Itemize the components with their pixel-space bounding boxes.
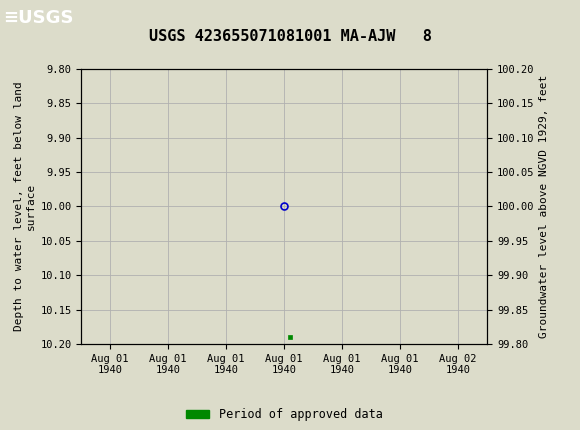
Y-axis label: Depth to water level, feet below land
surface: Depth to water level, feet below land su… xyxy=(14,82,36,331)
Y-axis label: Groundwater level above NGVD 1929, feet: Groundwater level above NGVD 1929, feet xyxy=(539,75,549,338)
Text: ≡USGS: ≡USGS xyxy=(3,9,74,27)
Text: USGS 423655071081001 MA-AJW   8: USGS 423655071081001 MA-AJW 8 xyxy=(148,29,432,44)
Legend: Period of approved data: Period of approved data xyxy=(181,404,387,426)
